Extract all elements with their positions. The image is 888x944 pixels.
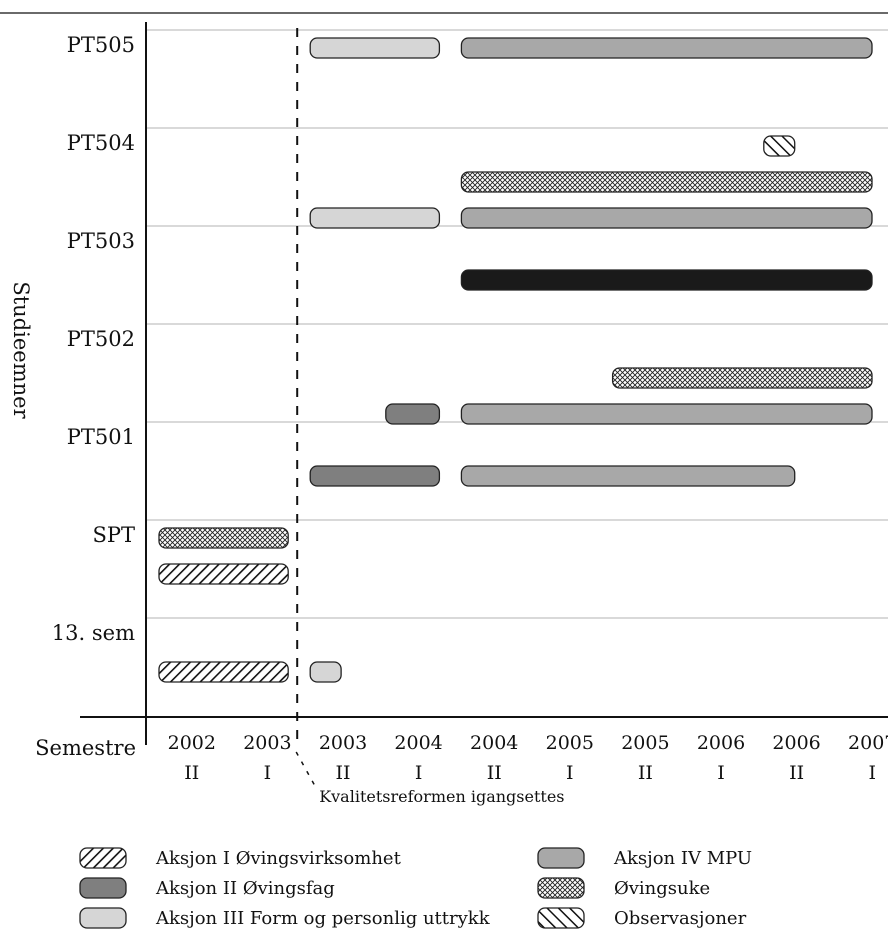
semester-year-label: 2007	[848, 732, 888, 754]
row-label: PT504	[67, 131, 135, 155]
row-labels: PT505 PT504 PT503 PT502 PT501 SPT 13. sem	[52, 33, 135, 645]
bar-ovingsuke	[460, 171, 873, 193]
bar-ovingsuke	[611, 367, 873, 389]
bar-aksjon1	[158, 661, 289, 683]
semester-term-label: I	[415, 762, 423, 784]
legend-swatch-ovingsuke	[537, 877, 585, 899]
legend-label-aksjon3: Aksjon III Form og personlig uttrykk	[155, 908, 491, 929]
bar-observasjoner	[763, 135, 796, 157]
bar-aksjon3	[309, 661, 342, 683]
legend-label-ovingsuke: Øvingsuke	[614, 878, 710, 899]
bar-aksjon4	[460, 207, 873, 229]
reform-marker: Kvalitetsreformen igangsettes	[295, 28, 565, 806]
semester-term-label: I	[717, 762, 725, 784]
x-axis-title: Semestre	[35, 736, 136, 760]
bar-aksjon4	[460, 403, 873, 425]
semester-term-label: I	[566, 762, 574, 784]
semester-term-label: II	[638, 762, 653, 784]
legend-label-aksjon4: Aksjon IV MPU	[613, 848, 752, 869]
semester-year-label: 2006	[697, 732, 745, 754]
semester-year-label: 2005	[546, 732, 594, 754]
bars-layer	[158, 37, 873, 683]
semester-term-label: I	[264, 762, 272, 784]
legend-swatch-aksjon1	[79, 847, 127, 869]
bar-aksjon2	[309, 465, 441, 487]
legend-label-aksjon2: Aksjon II Øvingsfag	[155, 878, 335, 899]
y-axis-title: Studieemner	[9, 281, 33, 419]
legend-label-aksjon1: Aksjon I Øvingsvirksomhet	[155, 848, 402, 869]
bar-ovingsuke	[158, 527, 289, 549]
semester-term-label: II	[184, 762, 199, 784]
bar-aksjon1	[158, 563, 289, 585]
row-label: 13. sem	[52, 621, 135, 645]
reform-label: Kvalitetsreformen igangsettes	[319, 787, 564, 806]
semester-year-label: 2006	[772, 732, 820, 754]
semester-year-label: 2004	[394, 732, 442, 754]
semester-year-label: 2004	[470, 732, 518, 754]
semester-term-label: II	[789, 762, 804, 784]
semester-term-label: II	[487, 762, 502, 784]
bar-aksjon3	[309, 37, 441, 59]
semester-term-label: II	[335, 762, 350, 784]
row-label: PT501	[67, 425, 135, 449]
row-label: PT503	[67, 229, 135, 253]
legend-swatch-aksjon4	[537, 847, 585, 869]
bar-aksjon4	[460, 465, 796, 487]
legend-swatch-aksjon3	[79, 907, 127, 929]
semester-year-label: 2003	[243, 732, 291, 754]
row-label: SPT	[92, 523, 135, 547]
reform-pointer	[295, 751, 318, 791]
axes-layer	[80, 22, 888, 745]
semester-term-label: I	[868, 762, 876, 784]
legend-label-observasjoner: Observasjoner	[614, 908, 747, 929]
legend-swatch-observasjoner	[537, 907, 585, 929]
row-label: PT502	[67, 327, 135, 351]
bar-aksjon2	[385, 403, 441, 425]
semester-year-label: 2002	[168, 732, 216, 754]
semester-labels: 2002II2003I2003II2004I2004II2005I2005II2…	[168, 732, 888, 784]
bar-aksjon_black	[460, 269, 873, 291]
legend: Aksjon I Øvingsvirksomhet Aksjon II Øving…	[79, 847, 752, 929]
semester-year-label: 2003	[319, 732, 367, 754]
row-label: PT505	[67, 33, 135, 57]
semester-year-label: 2005	[621, 732, 669, 754]
bar-aksjon4	[460, 37, 873, 59]
bar-aksjon3	[309, 207, 441, 229]
legend-swatch-aksjon2	[79, 877, 127, 899]
